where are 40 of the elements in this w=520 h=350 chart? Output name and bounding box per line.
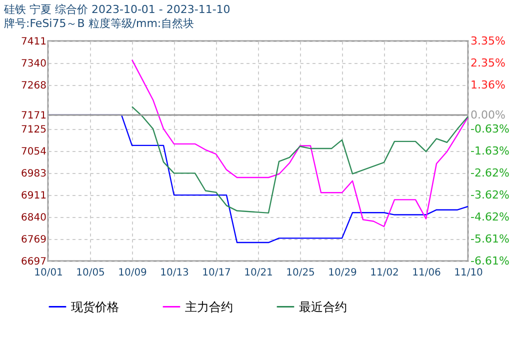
x-tick-label: 10/13 — [160, 268, 189, 278]
y2-tick-label: -6.61% — [470, 254, 510, 268]
y2-tick-label: 1.36% — [470, 78, 506, 92]
y-tick-label: 6697 — [21, 256, 46, 268]
x-tick-label: 11/06 — [412, 268, 441, 278]
y-tick-label: 6983 — [21, 168, 46, 180]
x-tick-label: 10/09 — [118, 268, 147, 278]
y2-tick-label: -3.62% — [470, 188, 510, 202]
x-tick-label: 10/05 — [76, 268, 105, 278]
line-series — [131, 59, 468, 228]
x-tick-label: 10/25 — [286, 268, 315, 278]
y2-tick-label: 0.00% — [470, 108, 506, 122]
legend-label: 主力合约 — [185, 300, 233, 314]
y2-tick-label: 2.35% — [470, 56, 506, 70]
y-tick-label: 7125 — [21, 124, 46, 136]
legend-label: 最近合约 — [299, 300, 347, 314]
y-tick-label: 7171 — [21, 110, 46, 122]
y-tick-label: 6911 — [21, 190, 46, 202]
chart-title: 硅铁 宁夏 综合价 2023-10-01 - 2023-11-10 — [3, 3, 230, 16]
y-tick-label: 7411 — [21, 36, 46, 48]
y-tick-label: 6769 — [21, 234, 46, 246]
y2-tick-label: 3.35% — [470, 34, 506, 48]
x-tick-label: 10/01 — [34, 268, 63, 278]
y-tick-label: 7054 — [21, 146, 46, 158]
y-tick-label: 7268 — [21, 80, 46, 92]
x-tick-label: 11/10 — [454, 268, 483, 278]
x-tick-label: 10/29 — [328, 268, 357, 278]
y2-tick-label: -4.62% — [470, 210, 510, 224]
legend-label: 现货价格 — [71, 300, 119, 314]
chart-subtitle: 牌号:FeSi75～B 粒度等级/mm:自然块 — [4, 17, 194, 30]
y-tick-label: 7340 — [21, 58, 46, 70]
y2-tick-label: -2.62% — [470, 166, 510, 180]
y2-tick-label: -1.63% — [470, 144, 510, 158]
x-tick-label: 10/17 — [202, 268, 231, 278]
x-tick-label: 11/02 — [370, 268, 399, 278]
y-tick-label: 6840 — [21, 212, 46, 224]
y2-tick-label: -0.63% — [470, 122, 510, 136]
x-tick-label: 10/21 — [244, 268, 273, 278]
line-series — [131, 106, 468, 214]
y2-tick-label: -5.61% — [470, 232, 510, 246]
